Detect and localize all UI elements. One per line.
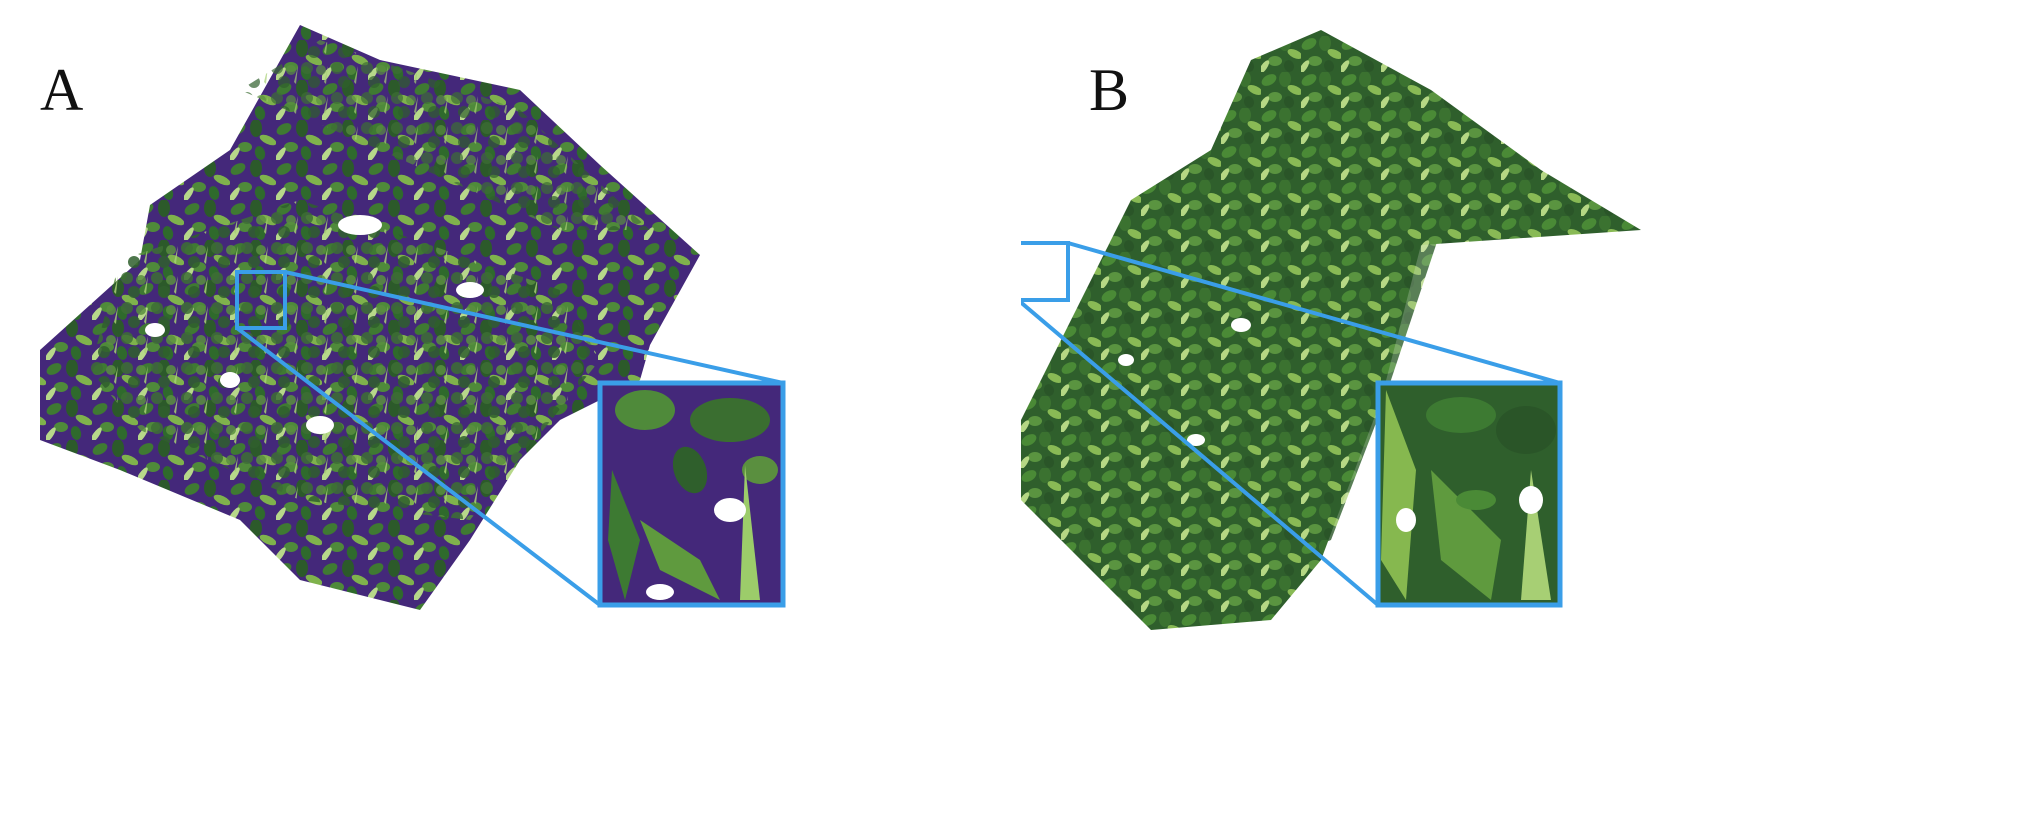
panel-b-zoom-inset — [1375, 380, 1563, 608]
panel-a: A — [0, 0, 1021, 830]
panel-a-label: A — [40, 57, 84, 123]
panel-b-label: B — [1089, 57, 1130, 123]
panel-b-scene — [1021, 30, 1641, 630]
panel-a-zoom-box — [235, 270, 287, 330]
panel-b-zoom-box — [1021, 241, 1070, 302]
panel-b-field-cloud — [1021, 30, 1641, 630]
panel-a-zoom-inset — [597, 380, 786, 608]
panel-b: B — [1021, 0, 2042, 830]
panel-a-scene — [40, 25, 786, 610]
